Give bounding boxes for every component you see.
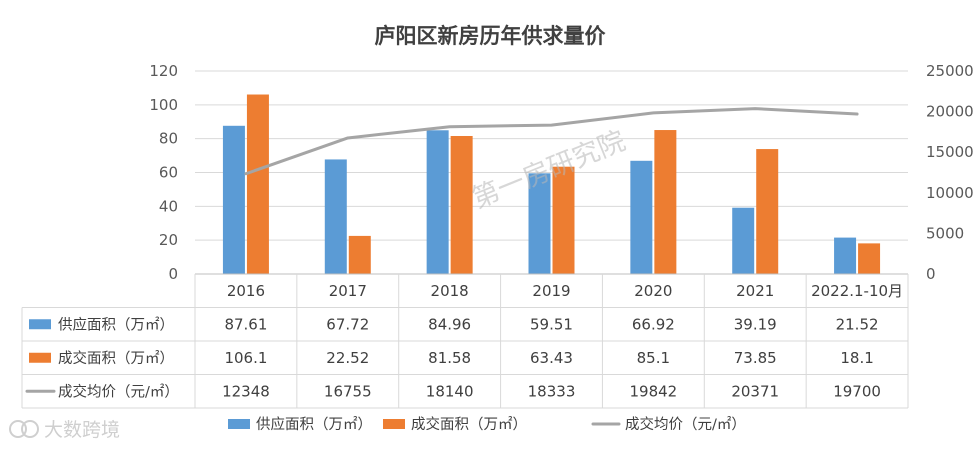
bar-deal <box>552 166 575 274</box>
legend-key <box>383 419 405 429</box>
y-left-tick-label: 100 <box>149 96 178 114</box>
category-label: 2021 <box>736 282 774 300</box>
legend-key <box>228 419 250 429</box>
table-cell-value: 21.52 <box>836 315 879 333</box>
bar-deal <box>858 243 881 274</box>
table-cell-value: 63.43 <box>530 349 573 367</box>
bar-supply <box>528 173 551 274</box>
table-cell-value: 66.92 <box>632 315 675 333</box>
bar-supply <box>222 125 245 274</box>
table-cell-value: 18333 <box>528 382 576 400</box>
table-cell-value: 81.58 <box>428 349 471 367</box>
brand-text: 大数跨境 <box>44 419 120 441</box>
category-label: 2018 <box>431 282 469 300</box>
table-cell-value: 19842 <box>629 382 677 400</box>
bar-deal <box>450 135 473 274</box>
table-row-label: 成交均价（元/㎡） <box>58 382 179 400</box>
bar-supply <box>630 160 653 274</box>
brand-logo-icon <box>21 420 39 438</box>
bar-deal <box>756 149 779 274</box>
category-label: 2022.1-10月 <box>811 282 903 300</box>
table-cell-value: 73.85 <box>734 349 777 367</box>
table-cell-value: 85.1 <box>637 349 670 367</box>
y-right-tick-label: 15000 <box>926 143 974 161</box>
table-legend-key <box>29 319 51 330</box>
table-row-label: 供应面积（万㎡） <box>58 315 174 333</box>
table-cell-value: 84.96 <box>428 315 471 333</box>
bar-supply <box>324 159 347 274</box>
category-label: 2016 <box>227 282 265 300</box>
table-cell-value: 18140 <box>426 382 474 400</box>
y-left-tick-label: 80 <box>159 130 178 148</box>
table-cell-value: 12348 <box>222 382 270 400</box>
table-cell-value: 16755 <box>324 382 372 400</box>
y-left-tick-label: 0 <box>168 265 178 283</box>
legend-label: 供应面积（万㎡） <box>256 415 372 433</box>
table-cell-value: 59.51 <box>530 315 573 333</box>
y-left-tick-label: 120 <box>149 62 178 80</box>
y-right-tick-label: 0 <box>926 265 936 283</box>
y-right-tick-label: 20000 <box>926 103 974 121</box>
y-left-tick-label: 40 <box>159 197 178 215</box>
table-cell-value: 67.72 <box>326 315 369 333</box>
table-row-label: 成交面积（万㎡） <box>58 349 174 367</box>
chart-title: 庐阳区新房历年供求量价 <box>375 24 607 48</box>
bar-supply <box>732 207 755 274</box>
category-label: 2019 <box>532 282 570 300</box>
legend-label: 成交均价（元/㎡） <box>625 415 746 433</box>
table-cell-value: 22.52 <box>326 349 369 367</box>
table-legend-key <box>29 352 51 363</box>
legend-label: 成交面积（万㎡） <box>411 415 527 433</box>
brand-logo-icon <box>9 420 27 438</box>
table-cell-value: 87.61 <box>224 315 267 333</box>
y-right-tick-label: 5000 <box>926 224 964 242</box>
table-cell-value: 20371 <box>731 382 779 400</box>
bar-supply <box>426 130 449 274</box>
category-label: 2017 <box>329 282 367 300</box>
y-left-tick-label: 60 <box>159 164 178 182</box>
y-right-tick-label: 10000 <box>926 184 974 202</box>
y-right-tick-label: 25000 <box>926 62 974 80</box>
y-left-tick-label: 20 <box>159 231 178 249</box>
table-cell-value: 39.19 <box>734 315 777 333</box>
bar-deal <box>246 94 269 275</box>
table-cell-value: 19700 <box>833 382 881 400</box>
table-cell-value: 106.1 <box>224 349 267 367</box>
bar-supply <box>834 237 857 274</box>
line-avg-price <box>244 107 859 176</box>
table-cell-value: 18.1 <box>840 349 873 367</box>
bar-deal <box>348 235 371 274</box>
bar-deal <box>654 130 677 274</box>
category-label: 2020 <box>634 282 672 300</box>
